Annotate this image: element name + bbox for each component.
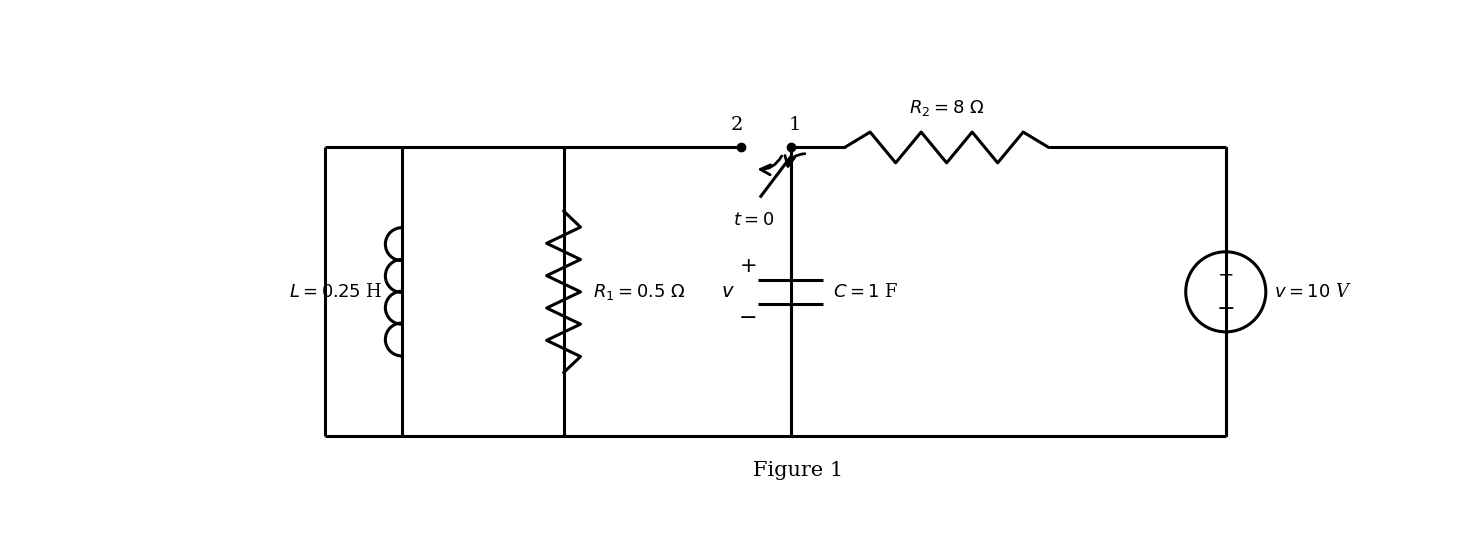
Text: +: +	[1217, 265, 1235, 285]
Text: $R_1 = 0.5\ \Omega$: $R_1 = 0.5\ \Omega$	[593, 282, 685, 302]
Text: +: +	[739, 256, 757, 276]
Text: −: −	[1217, 299, 1235, 319]
Text: $v = 10$ V: $v = 10$ V	[1274, 283, 1351, 301]
Text: −: −	[739, 308, 758, 328]
Text: Figure 1: Figure 1	[754, 461, 843, 480]
Text: $v$: $v$	[720, 283, 735, 301]
Text: 1: 1	[789, 115, 801, 134]
Text: $C = 1$ F: $C = 1$ F	[833, 283, 899, 301]
Text: 2: 2	[730, 115, 744, 134]
Text: $L = 0.25$ H: $L = 0.25$ H	[289, 283, 383, 301]
Text: $t = 0$: $t = 0$	[733, 210, 774, 229]
Text: $R_2 = 8\ \Omega$: $R_2 = 8\ \Omega$	[909, 98, 985, 118]
